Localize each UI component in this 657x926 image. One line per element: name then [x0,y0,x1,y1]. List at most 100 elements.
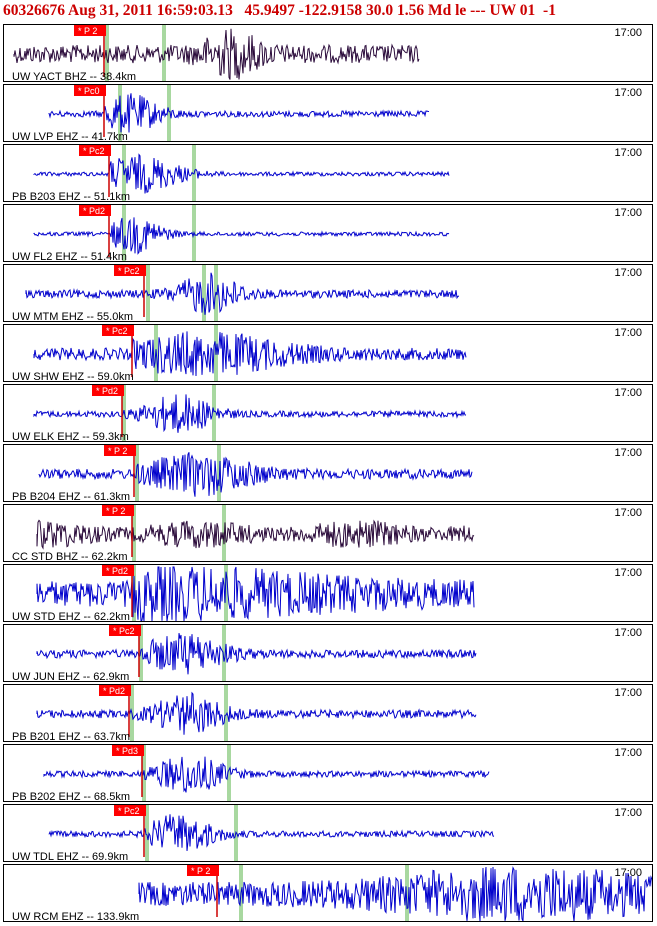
station-label: UW ELK EHZ -- 59.3km [12,431,129,442]
waveform-trace [36,691,477,735]
trace-panel[interactable]: * Pc2 17:00 UW TDL EHZ -- 69.9km [3,804,653,862]
trace-panel[interactable]: * Pc2 17:00 UW JUN EHZ -- 62.9km [3,624,653,682]
phase-marker [139,625,143,681]
pick-flag[interactable] [74,25,106,36]
pick-flag[interactable] [102,325,134,336]
phase-marker [222,505,226,561]
time-label: 17:00 [614,447,642,459]
pick-label: * Pd2 [103,686,125,696]
station-label: UW YACT BHZ -- 38.4km [12,71,137,82]
station-label: PB B202 EHZ -- 68.5km [12,791,130,802]
waveform-trace [33,331,467,377]
station-label: UW JUN EHZ -- 62.9km [12,671,130,682]
phase-marker [202,265,206,321]
time-label: 17:00 [614,207,642,219]
phase-marker [405,865,409,921]
waveform-plot: * Pc2 [33,145,450,201]
phase-marker [145,805,149,861]
trace-panel[interactable]: * P 2 17:00 UW YACT BHZ -- 38.4km [3,24,653,82]
trace-panel[interactable]: * Pd2 17:00 PB B201 EHZ -- 63.7km [3,684,653,742]
station-label: UW MTM EHZ -- 55.0km [12,311,133,322]
waveform-trace [48,93,430,133]
waveform-plot: * Pd2 [33,385,467,441]
pick-flag[interactable] [99,685,131,696]
trace-panel[interactable]: * Pc2 17:00 UW SHW EHZ -- 59.0km [3,324,653,382]
waveform-plot: * Pd2 [36,685,477,741]
pick-flag[interactable] [109,625,141,636]
phase-marker [105,25,109,81]
pick-label: * P 2 [78,26,97,36]
time-label: 17:00 [614,387,642,399]
waveform-plot: * P 2 [13,25,420,81]
waveform-trace [48,814,495,851]
waveform-trace [38,452,473,497]
pick-flag[interactable] [114,265,146,276]
pick-flag[interactable] [102,505,134,516]
trace-panel[interactable]: * Pc0 17:00 UW LVP EHZ -- 41.7km [3,84,653,142]
time-label: 17:00 [614,27,642,39]
waveform-plot: * P 2 [138,865,652,921]
station-label: PB B204 EHZ -- 61.3km [12,491,130,502]
station-label: UW LVP EHZ -- 41.7km [12,131,128,142]
phase-marker [132,505,136,561]
trace-panel[interactable]: * Pd2 17:00 UW ELK EHZ -- 59.3km [3,384,653,442]
pick-flag[interactable] [74,85,106,96]
phase-marker [222,625,226,681]
trace-panel[interactable]: * Pd2 17:00 UW FL2 EHZ -- 51.4km [3,204,653,262]
phase-marker [212,385,216,441]
waveform-plot: * Pd2 [33,205,450,261]
station-label: UW SHW EHZ -- 59.0km [12,371,134,382]
waveform-trace [36,519,475,550]
trace-panel[interactable]: * P 2 17:00 PB B204 EHZ -- 61.3km [3,444,653,502]
phase-marker [227,745,231,801]
trace-panel[interactable]: * Pd3 17:00 PB B202 EHZ -- 68.5km [3,744,653,802]
trace-panel[interactable]: * P 2 17:00 UW RCM EHZ -- 133.9km [3,864,653,922]
station-label: PB B201 EHZ -- 63.7km [12,731,130,742]
pick-flag[interactable] [187,865,219,876]
time-label: 17:00 [614,147,642,159]
trace-panel[interactable]: * P 2 17:00 CC STD BHZ -- 62.2km [3,504,653,562]
pick-label: * Pc2 [118,806,140,816]
pick-label: * Pc2 [113,626,135,636]
time-label: 17:00 [614,327,642,339]
pick-label: * Pc2 [118,266,140,276]
time-label: 17:00 [614,627,642,639]
trace-panel[interactable]: * Pc2 17:00 UW MTM EHZ -- 55.0km [3,264,653,322]
pick-label: * P 2 [191,866,210,876]
time-label: 17:00 [614,687,642,699]
phase-marker [146,265,150,321]
pick-label: * Pc2 [83,146,105,156]
waveform-plot: * Pc2 [48,805,495,861]
waveform-plot: * Pd2 [36,565,475,621]
waveform-trace [33,394,467,433]
waveform-trace [33,153,450,194]
pick-flag[interactable] [79,205,111,216]
time-label: 17:00 [614,87,642,99]
station-label: UW STD EHZ -- 62.2km [12,611,130,622]
waveform-plot: * Pc2 [33,325,467,381]
station-label: CC STD BHZ -- 62.2km [12,551,128,562]
trace-panels: * P 2 17:00 UW YACT BHZ -- 38.4km * Pc0 17:0… [0,22,657,926]
pick-flag[interactable] [114,805,146,816]
trace-panel[interactable]: * Pc2 17:00 PB B203 EHZ -- 51.1km [3,144,653,202]
pick-label: * Pc2 [106,326,128,336]
waveform-trace [43,756,490,793]
waveform-plot: * P 2 [38,445,473,501]
pick-flag[interactable] [104,445,136,456]
waveform-trace [36,566,475,621]
waveform-trace [36,633,477,675]
trace-panel[interactable]: * Pd2 17:00 UW STD EHZ -- 62.2km [3,564,653,622]
pick-flag[interactable] [79,145,111,156]
pick-label: * Pd2 [83,206,105,216]
pick-flag[interactable] [102,565,134,576]
station-label: UW RCM EHZ -- 133.9km [12,911,140,922]
pick-flag[interactable] [92,385,124,396]
waveform-trace [13,28,420,80]
time-label: 17:00 [614,807,642,819]
pick-flag[interactable] [112,745,144,756]
waveform-plot: * Pc0 [48,85,430,141]
time-label: 17:00 [614,747,642,759]
phase-marker [217,445,221,501]
waveform-plot: * Pc2 [25,265,460,321]
